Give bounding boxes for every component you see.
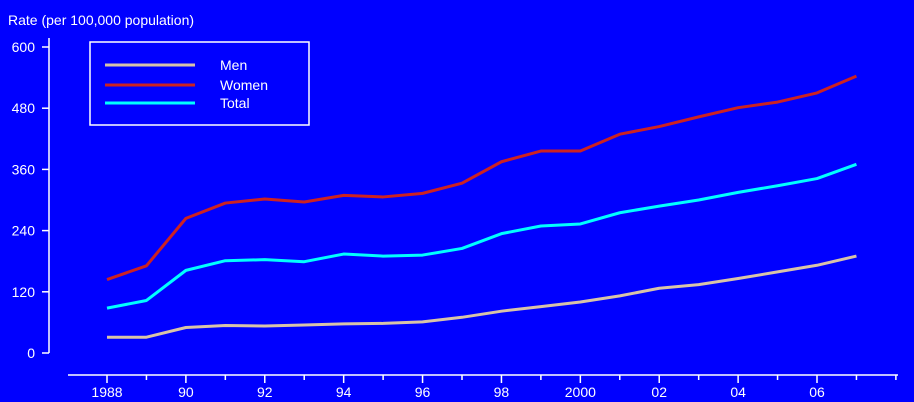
x-tick-label: 92 (257, 384, 273, 400)
x-tick-label: 04 (730, 384, 746, 400)
x-tick-label: 1988 (91, 384, 122, 400)
y-tick-label: 0 (27, 345, 35, 361)
x-tick-label: 94 (336, 384, 352, 400)
legend-label-men: Men (220, 57, 247, 73)
series-line-women (106, 74, 858, 281)
y-tick-label: 120 (12, 284, 36, 300)
x-tick-label: 02 (651, 384, 667, 400)
legend: Men Women Total (89, 41, 310, 126)
y-tick-label: 480 (12, 100, 36, 116)
series-line-total (106, 162, 857, 310)
y-tick-label: 600 (12, 39, 36, 55)
series-line-men (107, 254, 857, 339)
x-tick-label: 2000 (565, 384, 596, 400)
legend-label-total: Total (220, 95, 250, 111)
y-axis-label: Rate (per 100,000 population) (8, 12, 194, 28)
x-tick-label: 06 (809, 384, 825, 400)
legend-box (89, 41, 310, 126)
legend-label-women: Women (220, 77, 268, 93)
x-tick-label: 98 (494, 384, 510, 400)
series-layer (106, 74, 858, 339)
x-tick-label: 96 (415, 384, 431, 400)
y-tick-label: 240 (12, 223, 36, 239)
x-tick-label: 90 (178, 384, 194, 400)
axes: 0 120 240 360 480 600 1988 90 92 94 96 98 2000 02 04 06 (12, 38, 898, 400)
y-tick-label: 360 (12, 161, 36, 177)
